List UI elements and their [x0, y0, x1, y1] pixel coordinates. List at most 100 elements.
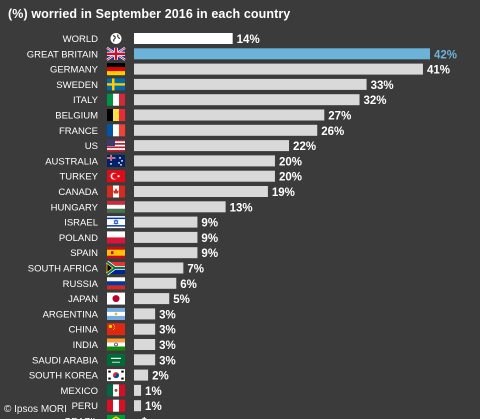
es-flag-icon	[107, 246, 125, 259]
in-flag-icon	[107, 338, 125, 351]
bar	[134, 140, 290, 152]
category-label: HUNGARY	[51, 202, 99, 213]
pl-flag-icon	[107, 231, 125, 244]
category-label: SAUDI ARABIA	[32, 355, 99, 366]
category-label: FRANCE	[59, 126, 98, 137]
category-label: TURKEY	[59, 172, 98, 183]
ar-flag-icon	[107, 307, 125, 320]
data-label: 9%	[201, 248, 218, 260]
it-flag-icon	[107, 93, 126, 106]
category-label: BELGIUM	[55, 111, 98, 122]
gb-flag-icon	[106, 46, 126, 61]
data-label: 2%	[152, 371, 169, 383]
data-label: 32%	[364, 95, 387, 107]
us-flag-icon	[107, 139, 125, 152]
category-label: SOUTH KOREA	[29, 371, 99, 382]
de-flag-icon	[107, 63, 125, 76]
bar	[134, 201, 226, 213]
category-label: SWEDEN	[56, 80, 98, 91]
chart-title: (%) worried in September 2016 in each co…	[8, 7, 291, 21]
bar	[134, 109, 325, 121]
br-flag-icon	[107, 415, 125, 419]
category-label: RUSSIA	[63, 279, 99, 290]
data-label: 6%	[180, 279, 197, 291]
se-flag-icon	[107, 78, 125, 91]
bar	[134, 339, 156, 350]
ca-flag-icon	[107, 185, 126, 198]
bar	[134, 124, 318, 136]
globe-flag-icon	[107, 32, 125, 45]
au-flag-icon	[107, 154, 125, 167]
bar	[134, 48, 430, 60]
bar	[134, 262, 184, 274]
bar	[134, 94, 360, 106]
mx-flag-icon	[107, 384, 126, 397]
sa-flag-icon	[107, 353, 125, 366]
category-label: SPAIN	[70, 248, 98, 259]
bar	[134, 155, 275, 167]
category-label: PERU	[72, 401, 99, 412]
category-label: MEXICO	[61, 386, 98, 397]
category-label: JAPAN	[68, 294, 98, 305]
bar	[134, 354, 156, 366]
bar	[134, 400, 142, 412]
bar	[134, 308, 156, 320]
category-label: AUSTRALIA	[45, 156, 98, 167]
data-label: 27%	[328, 111, 351, 123]
data-label: 19%	[272, 187, 295, 199]
data-label: 20%	[279, 156, 302, 168]
data-label: 9%	[201, 233, 218, 245]
bar	[134, 323, 156, 335]
data-label: 22%	[293, 141, 316, 153]
tr-flag-icon	[107, 170, 125, 183]
category-label: ITALY	[73, 95, 99, 106]
bar	[134, 277, 177, 289]
bar	[134, 63, 423, 75]
kr-flag-icon	[107, 369, 125, 382]
bar	[134, 293, 170, 305]
category-label: SOUTH AFRICA	[28, 264, 99, 275]
bar	[134, 369, 149, 381]
bar	[134, 231, 198, 243]
data-label: 9%	[201, 218, 218, 230]
category-label: BRAZIL	[65, 417, 98, 419]
pe-flag-icon	[107, 399, 126, 412]
category-label: CHINA	[68, 325, 98, 336]
cn-flag-icon	[107, 323, 125, 336]
jp-flag-icon	[107, 292, 125, 305]
category-label: US	[85, 141, 98, 152]
data-label: 7%	[187, 264, 204, 276]
data-label: 3%	[159, 309, 176, 321]
data-label: 1%	[145, 401, 162, 413]
data-label: 3%	[159, 355, 176, 367]
data-label: 20%	[279, 172, 302, 184]
data-label: 42%	[434, 49, 457, 61]
category-label: ARGENTINA	[43, 309, 99, 320]
bar	[134, 78, 367, 90]
category-label: WORLD	[63, 34, 99, 45]
data-label: 3%	[159, 325, 176, 337]
source-credit: © Ipsos MORI	[4, 404, 67, 415]
data-label: 26%	[321, 126, 344, 138]
data-label: 14%	[237, 34, 260, 46]
ru-flag-icon	[107, 277, 125, 290]
data-label: 3%	[159, 340, 176, 352]
bar	[134, 384, 142, 396]
category-label: CANADA	[58, 187, 98, 198]
category-label: GERMANY	[50, 65, 99, 76]
bar	[134, 247, 198, 259]
data-label: *	[142, 417, 147, 419]
hu-flag-icon	[107, 200, 125, 213]
category-label: GREAT BRITAIN	[27, 49, 98, 60]
za-flag-icon	[105, 260, 125, 276]
data-label: 1%	[145, 386, 162, 398]
data-label: 33%	[371, 80, 394, 92]
bar	[134, 170, 275, 182]
bar	[134, 33, 233, 44]
data-label: 13%	[230, 202, 253, 214]
il-flag-icon	[107, 216, 125, 229]
be-flag-icon	[107, 109, 126, 121]
category-label: INDIA	[73, 340, 99, 351]
category-label: ISRAEL	[64, 218, 98, 229]
